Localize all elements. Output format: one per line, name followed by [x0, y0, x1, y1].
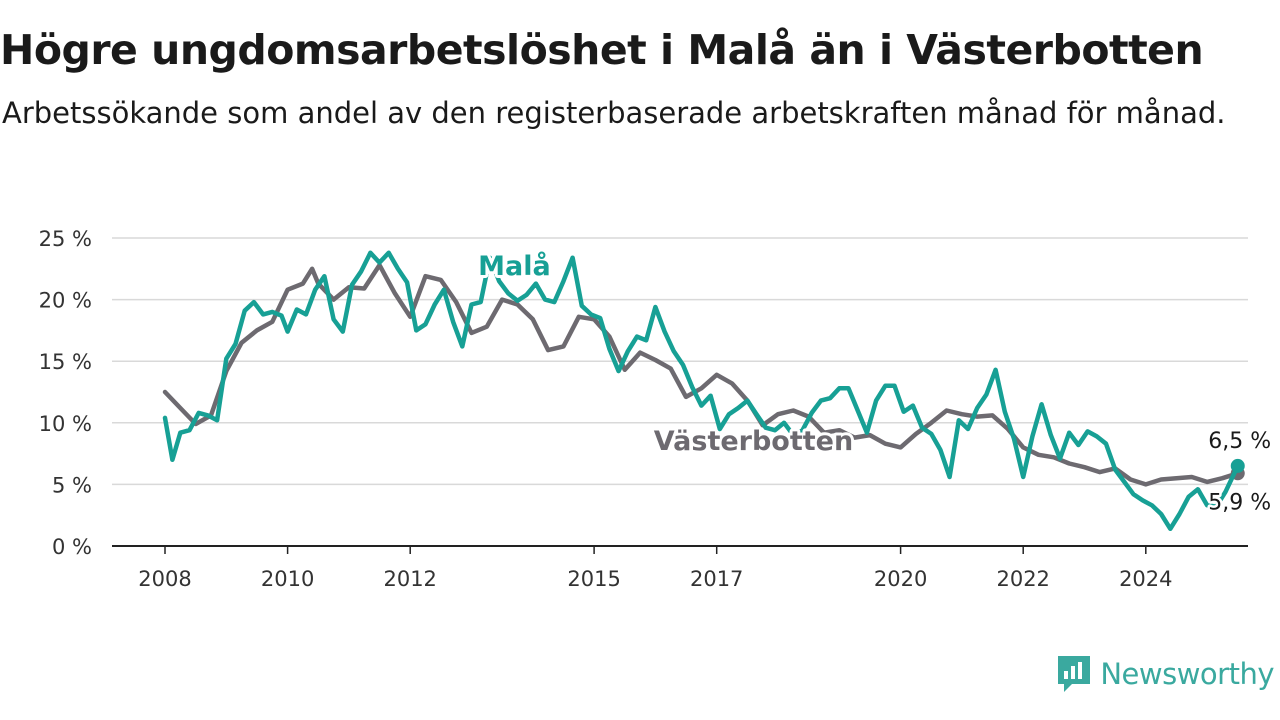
x-axis-ticks: 2008 2010 2012 2015 2017 2020 2022 2024	[138, 546, 1173, 591]
series-line-1	[162, 250, 1241, 532]
y-tick-label: 20 %	[39, 289, 92, 313]
y-tick-label: 10 %	[39, 412, 92, 436]
y-tick-label: 0 %	[52, 535, 92, 559]
x-tick-label: 2012	[383, 567, 436, 591]
x-tick-label: 2015	[567, 567, 620, 591]
y-tick-label: 15 %	[39, 350, 92, 374]
x-tick-label: 2022	[996, 567, 1049, 591]
series-end-value-label-0: 5,9 %	[1208, 490, 1271, 515]
chart-title: Högre ungdomsarbetslöshet i Malå än i Vä…	[0, 26, 1204, 74]
x-tick-label: 2017	[690, 567, 743, 591]
newsworthy-logo-icon	[1058, 656, 1091, 692]
x-tick-label: 2020	[874, 567, 927, 591]
x-tick-label: 2024	[1119, 567, 1172, 591]
x-tick-label: 2008	[138, 567, 191, 591]
series-labels: Västerbotten 5,9 % Malå 6,5 %	[475, 247, 1274, 518]
y-axis-ticks: 0 % 5 % 10 % 15 % 20 % 25 %	[39, 227, 92, 559]
chart-subtitle: Arbetssökande som andel av den registerb…	[2, 96, 1226, 130]
y-tick-label: 25 %	[39, 227, 92, 251]
brand-logo: Newsworthy	[1056, 654, 1274, 694]
brand-name: Newsworthy	[1100, 657, 1274, 691]
x-tick-label: 2010	[261, 567, 314, 591]
series-name-label-0: Västerbotten	[654, 426, 853, 457]
series-end-value-label-1: 6,5 %	[1208, 429, 1271, 454]
series-name-label-1: Malå	[478, 250, 551, 282]
series-end-point-1	[1230, 458, 1245, 473]
series-lines	[162, 250, 1245, 532]
y-tick-label: 5 %	[52, 473, 92, 497]
